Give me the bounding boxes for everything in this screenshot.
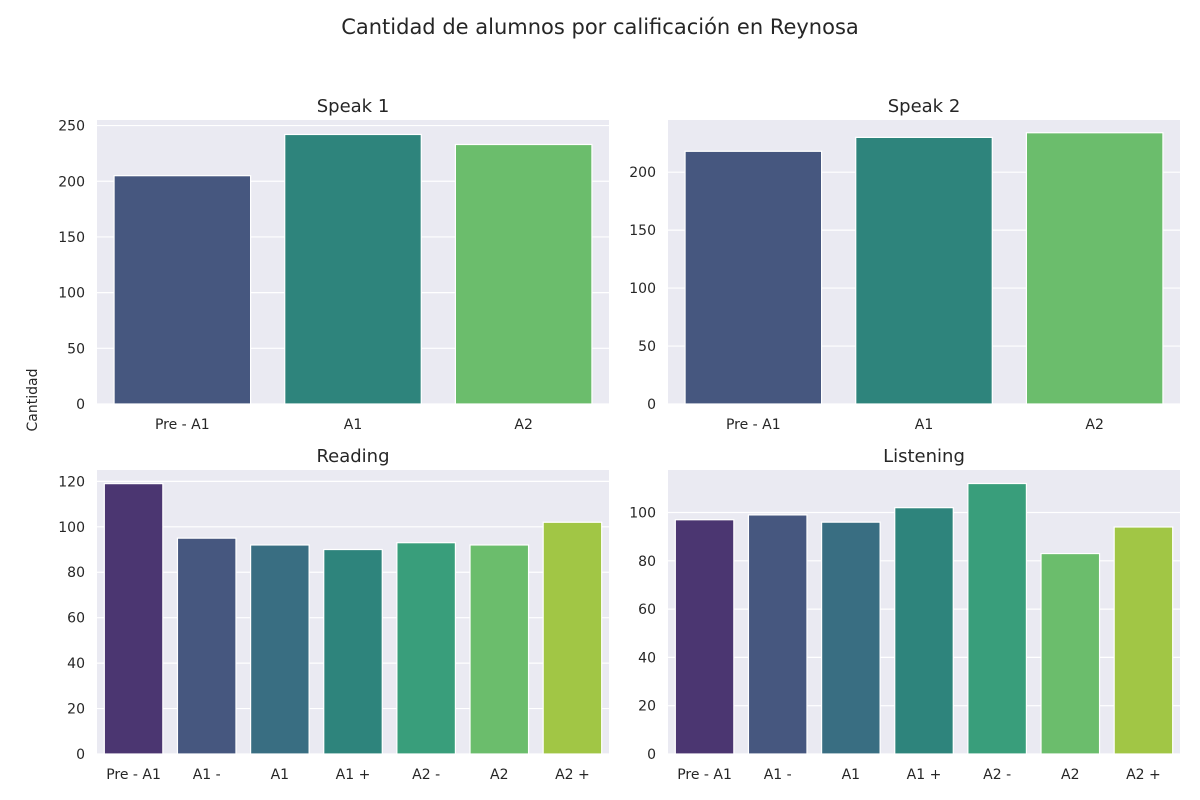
chart-speak-2: 0 50 100 150 200 Pre - A1 A1 A2 Speak 2 (629, 96, 1180, 433)
x-tick-label: A2 (514, 417, 532, 433)
bar-a2 (1113, 526, 1174, 755)
bar-pre-a1 (113, 175, 252, 405)
y-tick-label: 100 (629, 506, 656, 522)
x-tick-label: A2 (490, 767, 508, 783)
bar-a2 (967, 482, 1028, 755)
bar-a2 (542, 521, 603, 755)
x-tick-label: A1 (842, 767, 860, 783)
y-tick-label: 50 (67, 341, 85, 357)
figure-title: Cantidad de alumnos por calificación en … (341, 15, 859, 39)
x-tick-label: Pre - A1 (155, 417, 210, 433)
bar-a1 (323, 548, 383, 755)
x-tick-label: A1 (915, 417, 933, 433)
chart-reading: 0 20 40 60 80 100 120 Pre - A1 A1 - A1 A1 + A2 - A2 A… (58, 446, 609, 783)
bar-a2 (396, 542, 456, 755)
y-tick-label: 0 (76, 747, 85, 763)
bar-pre-a1 (684, 150, 823, 405)
chart-speak-1: 0 50 100 150 200 250 Pre - A1 A1 A2 Speak 1 (58, 96, 609, 433)
y-tick-label: 150 (629, 223, 656, 239)
x-tick-label: A2 - (983, 767, 1011, 783)
bar-a1 (176, 537, 237, 755)
y-tick-label: 200 (58, 174, 85, 190)
bar-a2 (454, 143, 593, 405)
y-tick-label: 80 (67, 565, 85, 581)
x-tick-label: A2 + (555, 767, 590, 783)
subplot-title: Speak 2 (888, 96, 961, 117)
y-tick-label: 200 (629, 165, 656, 181)
x-tick-label: A1 - (764, 767, 792, 783)
x-tick-label: Pre - A1 (677, 767, 732, 783)
y-tick-label: 0 (647, 397, 656, 413)
x-tick-label: A2 (1085, 417, 1103, 433)
x-tick-label: Pre - A1 (106, 767, 161, 783)
bar-a1 (284, 133, 422, 405)
y-tick-label: 80 (638, 554, 656, 570)
y-tick-label: 120 (58, 474, 85, 490)
bar-a1 (855, 136, 993, 405)
y-tick-label: 150 (58, 230, 85, 246)
y-tick-label: 50 (638, 339, 656, 355)
x-tick-label: A1 (271, 767, 289, 783)
y-tick-label: 20 (638, 699, 656, 715)
bar-a2 (1025, 132, 1164, 405)
bar-pre-a1 (674, 519, 735, 755)
y-tick-label: 40 (638, 650, 656, 666)
x-tick-label: Pre - A1 (726, 417, 781, 433)
x-tick-label: A2 (1061, 767, 1079, 783)
bar-a1 (894, 507, 954, 755)
y-tick-label: 100 (58, 520, 85, 536)
x-tick-label: A2 + (1126, 767, 1161, 783)
y-tick-label: 60 (67, 611, 85, 627)
bar-a1 (820, 521, 881, 755)
subplot-title: Reading (316, 446, 389, 467)
bar-a2 (1040, 552, 1101, 755)
subplot-title: Listening (883, 446, 965, 467)
y-tick-label: 0 (647, 747, 656, 763)
bar-a2 (469, 544, 530, 755)
bar-pre-a1 (103, 483, 164, 755)
y-tick-label: 60 (638, 602, 656, 618)
y-tick-label: 250 (58, 119, 85, 135)
subplot-title: Speak 1 (317, 96, 390, 117)
figure-ylabel: Cantidad (25, 369, 41, 432)
bar-a1 (250, 544, 310, 755)
x-tick-label: A1 (344, 417, 362, 433)
x-tick-label: A2 - (412, 767, 440, 783)
x-tick-label: A1 - (193, 767, 221, 783)
bar-a1 (747, 514, 808, 755)
y-tick-label: 0 (76, 397, 85, 413)
x-tick-label: A1 + (336, 767, 371, 783)
y-tick-label: 100 (58, 286, 85, 302)
y-tick-label: 20 (67, 702, 85, 718)
chart-listening: 0 20 40 60 80 100 Pre - A1 A1 - A1 A1 + A2 - A2 A2 +… (629, 446, 1180, 783)
y-tick-label: 100 (629, 281, 656, 297)
x-tick-label: A1 + (907, 767, 942, 783)
y-tick-label: 40 (67, 656, 85, 672)
